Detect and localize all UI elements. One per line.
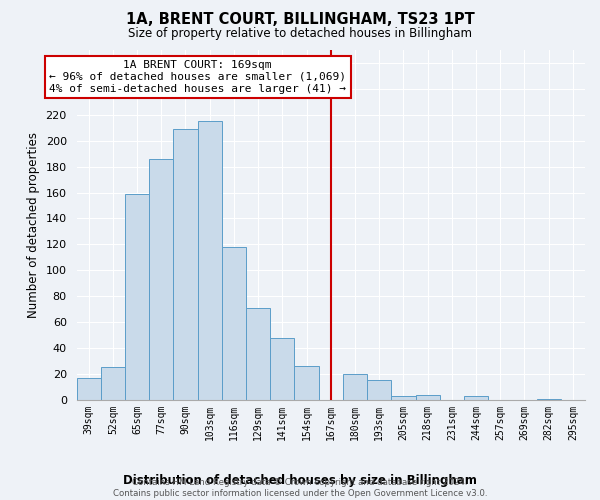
Bar bbox=[343, 374, 367, 400]
Bar bbox=[416, 394, 440, 400]
Bar bbox=[367, 380, 391, 400]
Bar bbox=[125, 194, 149, 400]
Y-axis label: Number of detached properties: Number of detached properties bbox=[27, 132, 40, 318]
Text: Size of property relative to detached houses in Billingham: Size of property relative to detached ho… bbox=[128, 28, 472, 40]
Bar bbox=[222, 247, 246, 400]
Text: 1A BRENT COURT: 169sqm
← 96% of detached houses are smaller (1,069)
4% of semi-d: 1A BRENT COURT: 169sqm ← 96% of detached… bbox=[49, 60, 346, 94]
Bar bbox=[101, 368, 125, 400]
Bar bbox=[246, 308, 270, 400]
Bar bbox=[197, 122, 222, 400]
Bar bbox=[270, 338, 295, 400]
Text: 1A, BRENT COURT, BILLINGHAM, TS23 1PT: 1A, BRENT COURT, BILLINGHAM, TS23 1PT bbox=[125, 12, 475, 28]
Bar bbox=[173, 129, 197, 400]
Text: Distribution of detached houses by size in Billingham: Distribution of detached houses by size … bbox=[123, 474, 477, 487]
Bar bbox=[149, 159, 173, 400]
Bar bbox=[391, 396, 416, 400]
Bar bbox=[77, 378, 101, 400]
Bar bbox=[295, 366, 319, 400]
Text: Contains HM Land Registry data © Crown copyright and database right 2024.
Contai: Contains HM Land Registry data © Crown c… bbox=[113, 478, 487, 498]
Bar bbox=[464, 396, 488, 400]
Bar bbox=[536, 398, 561, 400]
